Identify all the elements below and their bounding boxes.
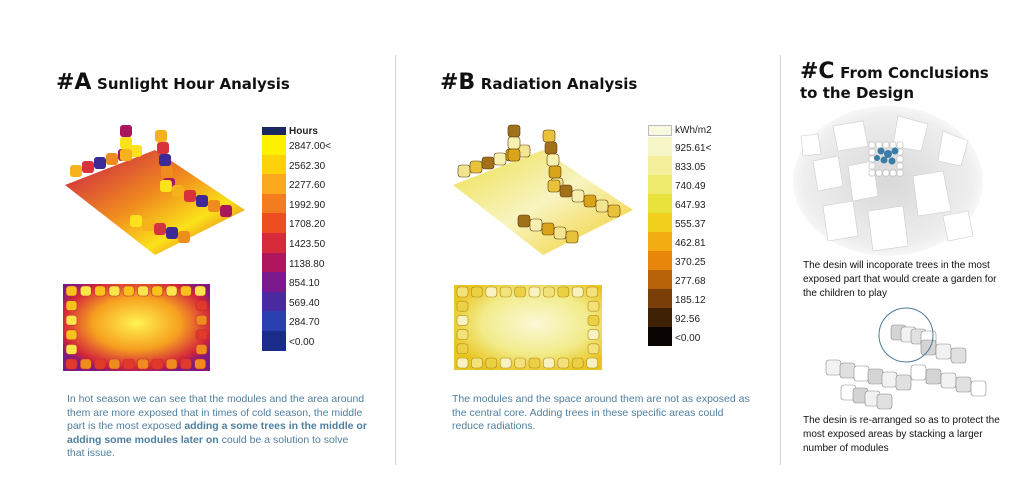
panel-b-title: #B Radiation Analysis (440, 70, 638, 95)
radiation-legend-label: 647.93 (675, 200, 706, 211)
panel-conclusions: #C From Conclusions to the Design (781, 0, 1024, 477)
sunlight-legend-label: 1423.50 (289, 239, 326, 250)
radiation-legend-label: 740.49 (675, 181, 706, 192)
sunlight-legend-swatch (262, 154, 286, 175)
sunlight-legend-swatch (262, 135, 286, 155)
sunlight-legend-label: 1708.20 (289, 219, 326, 231)
radiation-legend-label: 925.61< (675, 143, 712, 154)
sunlight-legend-label: 2277.60 (289, 180, 326, 192)
sunlight-legend-label: <0.00 (289, 337, 315, 348)
divider-b-c (780, 55, 781, 465)
radiation-legend-swatch (648, 213, 672, 232)
radiation-legend-label: <0.00 (675, 333, 701, 344)
radiation-legend: kWh/m2 925.61< 833.05 740.49 647.93 555.37 46… (648, 125, 738, 355)
conclusion-text-1: The desin will incoporate trees in the m… (803, 260, 997, 299)
conclusion-text-2: The desin is re-arranged so as to protec… (803, 415, 1000, 454)
sunlight-legend-label: 1138.80 (289, 258, 325, 270)
sunlight-legend-swatch (262, 252, 286, 273)
sunlight-legend-label: 2562.30 (289, 160, 326, 172)
radiation-legend-label: 833.05 (675, 162, 706, 173)
sunlight-legend-swatch (262, 272, 286, 292)
sunlight-legend-swatch (262, 291, 286, 312)
radiation-legend-swatch (648, 232, 672, 251)
sunlight-legend-unit: Hours (289, 126, 318, 137)
sunlight-legend: Hours 2847.00< 2562.30 2277.60 1992.90 1708.… (262, 126, 342, 357)
panel-radiation-analysis: #B Radiation Analysis kWh/m2 925.61< 833. (396, 0, 780, 477)
sunlight-legend-label: 854.10 (289, 278, 320, 290)
radiation-legend-label: 370.25 (675, 257, 706, 268)
radiation-legend-swatch (648, 270, 672, 289)
radiation-legend-swatch (648, 194, 672, 213)
divider-a-b (395, 55, 396, 465)
sunlight-legend-label: 1992.90 (289, 199, 326, 211)
radiation-legend-label: 555.37 (675, 219, 706, 230)
site-plan-image (793, 106, 983, 256)
sunlight-legend-label: 2847.00< (289, 141, 331, 152)
radiation-legend-swatch (648, 156, 672, 175)
radiation-plan-heatmap (454, 285, 602, 370)
radiation-description: The modules and the space around them ar… (452, 393, 750, 432)
radiation-legend-swatch (648, 137, 672, 156)
sunlight-legend-swatch (262, 233, 286, 253)
panel-sunlight-analysis: #A Sunlight Hour Analysis (0, 0, 395, 477)
radiation-legend-swatch (648, 308, 672, 327)
panel-a-title: #A Sunlight Hour Analysis (56, 70, 290, 95)
sunlight-3d-model-image (65, 125, 245, 255)
sunlight-legend-swatch (262, 213, 286, 233)
sunlight-legend-swatch (262, 311, 286, 331)
sunlight-legend-swatch (262, 193, 286, 214)
radiation-legend-swatch (648, 251, 672, 270)
radiation-legend-label: 277.68 (675, 276, 706, 287)
radiation-legend-label: 92.56 (675, 314, 701, 325)
radiation-legend-swatch (648, 289, 672, 308)
panel-c-title: #C From Conclusions to the Design (800, 59, 989, 103)
sunlight-legend-swatch (262, 331, 286, 351)
radiation-legend-swatch (648, 175, 672, 194)
radiation-legend-label: 185.12 (675, 295, 706, 306)
sunlight-legend-label: 284.70 (289, 317, 320, 329)
radiation-3d-model-image (453, 124, 633, 255)
radiation-legend-label: 462.81 (675, 238, 706, 249)
sunlight-plan-heatmap (63, 284, 210, 371)
radiation-legend-unit: kWh/m2 (675, 125, 712, 136)
radiation-legend-swatch (648, 327, 672, 346)
sunlight-description: In hot season we can see that the module… (67, 393, 367, 459)
sunlight-legend-label: 569.40 (289, 297, 320, 309)
sunlight-legend-swatch (262, 174, 286, 194)
design-3d-render-image (825, 307, 987, 410)
